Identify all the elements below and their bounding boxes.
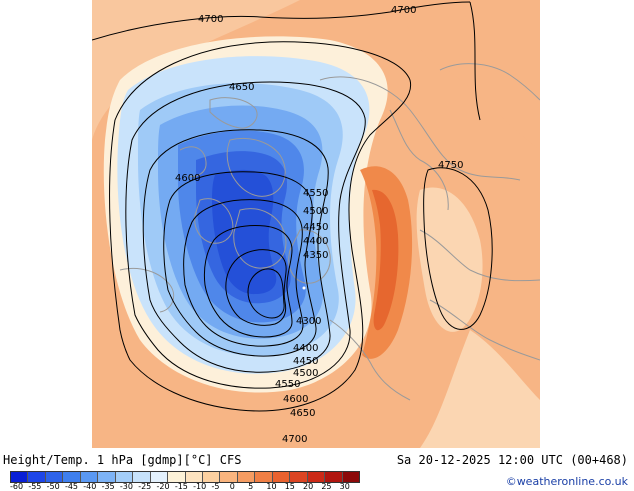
contour-label: 4550	[275, 379, 300, 390]
legend-tick-label: 10	[266, 482, 277, 491]
legend-tick-label: -60	[10, 482, 24, 491]
contour-label: 4400	[303, 236, 328, 247]
legend-tick-label: 30	[339, 482, 350, 491]
legend-tick-label: -40	[83, 482, 97, 491]
legend-tick-label: -10	[193, 482, 207, 491]
legend-color-box	[63, 472, 81, 482]
legend-tick-label: 0	[229, 482, 235, 491]
legend-color-box	[220, 472, 238, 482]
legend-tick-label: -30	[119, 482, 133, 491]
vortex-center-marker	[302, 286, 306, 290]
contour-label: 4700	[198, 14, 223, 25]
weather-map: 4700 4700 4650 4600 4550 4500 4450 4400 …	[92, 0, 540, 448]
legend-color-box	[28, 472, 46, 482]
legend-tick-label: 5	[248, 482, 254, 491]
contour-label: 4650	[290, 408, 315, 419]
contour-label: 4600	[283, 394, 308, 405]
contour-label: 4300	[296, 316, 321, 327]
legend-color-box	[115, 472, 134, 482]
legend-color-box	[45, 472, 64, 482]
legend-color-box	[342, 472, 360, 482]
contour-label: 4450	[303, 222, 328, 233]
contour-label: 4700	[391, 5, 416, 16]
legend-color-box	[80, 472, 99, 482]
legend-tick-label: -15	[174, 482, 188, 491]
temperature-field-east-pale	[416, 187, 483, 332]
contour-label: 4500	[303, 206, 328, 217]
temperature-field-ne	[400, 0, 540, 150]
map-title: Height/Temp. 1 hPa [gdmp][°C] CFS	[3, 453, 242, 467]
contour-label: 4550	[303, 188, 328, 199]
credit-link[interactable]: ©weatheronline.co.uk	[505, 475, 628, 488]
temperature-field-hot-core	[372, 189, 399, 331]
legend-tick-label: 20	[303, 482, 314, 491]
legend-color-box	[272, 472, 291, 482]
contour-labels: 4700 4700 4650 4600 4550 4500 4450 4400 …	[175, 5, 463, 445]
legend-tick-label: -25	[138, 482, 152, 491]
legend-color-box	[255, 472, 273, 482]
map-canvas: 4700 4700 4650 4600 4550 4500 4450 4400 …	[92, 0, 540, 448]
legend-color-box	[325, 472, 343, 482]
contour-label: 4750	[438, 160, 463, 171]
legend-tick-label: -55	[28, 482, 42, 491]
legend-color-box	[168, 472, 186, 482]
legend-color-box	[133, 472, 151, 482]
legend-color-box	[185, 472, 203, 482]
legend-tick-label: 25	[321, 482, 332, 491]
color-legend-ticks: -60 -55 -50 -45 -40 -35 -30 -25 -20 -15 -10 -5 0 5 10 1…	[10, 482, 358, 491]
legend-color-box	[307, 472, 326, 482]
color-legend	[10, 471, 360, 483]
legend-color-box	[202, 472, 221, 482]
legend-color-box	[11, 472, 29, 482]
legend-tick-label: -5	[211, 482, 220, 491]
legend-tick-label: -45	[64, 482, 79, 491]
temperature-field-light-warm	[92, 0, 300, 140]
contour-label: 4400	[293, 343, 318, 354]
contour-label: 4450	[293, 356, 318, 367]
height-contours	[92, 1, 493, 412]
legend-tick-label: 15	[284, 482, 295, 491]
legend-tick-label: -50	[46, 482, 60, 491]
legend-tick-label: -35	[101, 482, 115, 491]
legend-color-box	[237, 472, 256, 482]
legend-color-box	[290, 472, 308, 482]
map-footer: Height/Temp. 1 hPa [gdmp][°C] CFS Sa 20-…	[0, 448, 634, 490]
contour-label: 4350	[303, 250, 328, 261]
legend-color-box	[150, 472, 169, 482]
temperature-field-se	[420, 330, 540, 448]
contour-label: 4600	[175, 173, 200, 184]
valid-time: Sa 20-12-2025 12:00 UTC (00+468)	[396, 453, 628, 467]
contour-label: 4650	[229, 82, 254, 93]
legend-color-box	[98, 472, 116, 482]
contour-label: 4500	[293, 368, 318, 379]
temperature-field-cold-6	[212, 169, 277, 295]
coastlines	[119, 63, 540, 401]
legend-tick-label: -20	[156, 482, 170, 491]
contour-label: 4700	[282, 434, 307, 445]
